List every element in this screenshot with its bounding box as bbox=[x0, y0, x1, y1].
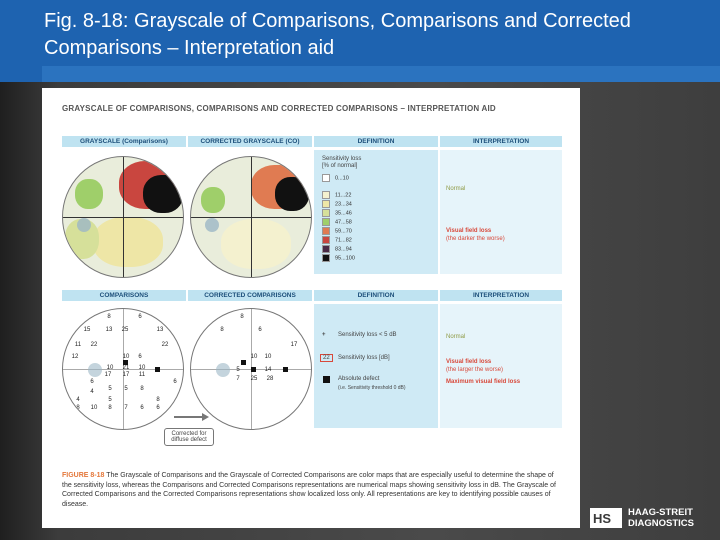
legend-row: 59...70 bbox=[322, 227, 352, 235]
interp-loss-note: (the darker the worse) bbox=[446, 236, 505, 242]
figure-heading: GRAYSCALE OF COMPARISONS, COMPARISONS AN… bbox=[62, 104, 496, 113]
legend-swatch bbox=[322, 200, 330, 208]
tab-comparisons: COMPARISONS bbox=[62, 290, 186, 301]
legend-swatch bbox=[322, 191, 330, 199]
interpretation-panel-bottom: Normal Visual field loss (the larger the… bbox=[440, 304, 562, 428]
tab-interpretation-bottom: INTERPRETATION bbox=[440, 290, 562, 301]
grayscale-comparisons-map bbox=[62, 156, 184, 278]
def-num-box: 22 bbox=[320, 354, 333, 362]
figure-caption: FIGURE 8-18 The Grayscale of Comparisons… bbox=[62, 471, 562, 509]
interp-normal: Normal bbox=[446, 186, 466, 192]
legend-row: 0...10 bbox=[322, 174, 349, 182]
tab-corrected-comparisons: CORRECTED COMPARISONS bbox=[188, 290, 312, 301]
interpretation-figure: GRAYSCALE OF COMPARISONS, COMPARISONS AN… bbox=[42, 88, 580, 528]
caption-label: FIGURE 8-18 bbox=[62, 472, 105, 479]
tab-definition-top: DEFINITION bbox=[314, 136, 438, 147]
def-num-label: Sensitivity loss [dB] bbox=[338, 355, 390, 361]
legend-row: 71...82 bbox=[322, 236, 352, 244]
sensitivity-unit: [% of normal] bbox=[322, 163, 358, 169]
legend-row: 23...34 bbox=[322, 200, 352, 208]
interp-normal-bottom: Normal bbox=[446, 334, 466, 340]
legend-swatch bbox=[322, 174, 330, 182]
logo-text: HAAG-STREIT DIAGNOSTICS bbox=[628, 507, 694, 529]
comparisons-map: 8 6 15 13 25 13 11 22 12 22 10 6 10 21 1… bbox=[62, 308, 184, 430]
legend-swatch bbox=[322, 227, 330, 235]
arrow-right-icon bbox=[202, 413, 209, 421]
slide-title: Fig. 8-18: Grayscale of Comparisons, Com… bbox=[44, 10, 631, 59]
sensitivity-title: Sensitivity loss bbox=[322, 156, 362, 162]
corrected-comparisons-map: 8 8 20 6 17 10 10 5 14 7 25 28 bbox=[190, 308, 312, 430]
legend-row: 95...100 bbox=[322, 254, 355, 262]
header-band bbox=[42, 66, 720, 82]
legend-swatch bbox=[322, 218, 330, 226]
tab-grayscale-comparisons: GRAYSCALE (Comparisons) bbox=[62, 136, 186, 147]
definition-panel-bottom: + Sensitivity loss < 5 dB 22 Sensitivity… bbox=[314, 304, 438, 428]
caption-text: The Grayscale of Comparisons and the Gra… bbox=[62, 472, 556, 508]
legend-swatch bbox=[322, 236, 330, 244]
legend-swatch bbox=[322, 245, 330, 253]
legend-swatch bbox=[322, 254, 330, 262]
interp-loss: Visual field loss bbox=[446, 228, 492, 234]
legend-row: 11...22 bbox=[322, 191, 351, 199]
corrected-grayscale-map bbox=[190, 156, 312, 278]
tab-interpretation-top: INTERPRETATION bbox=[440, 136, 562, 147]
def-plus: Sensitivity loss < 5 dB bbox=[338, 332, 397, 338]
interp-loss-note-bottom: (the larger the worse) bbox=[446, 367, 504, 373]
legend-swatch bbox=[322, 209, 330, 217]
definition-panel-top: Sensitivity loss [% of normal] 0...10 11… bbox=[314, 150, 438, 274]
legend-row: 47...58 bbox=[322, 218, 352, 226]
interp-max: Maximum visual field loss bbox=[446, 379, 521, 385]
interpretation-panel-top: Normal Visual field loss (the darker the… bbox=[440, 150, 562, 274]
legend-row: 83...94 bbox=[322, 245, 352, 253]
interp-loss-bottom: Visual field loss bbox=[446, 359, 492, 365]
tab-corrected-grayscale: CORRECTED GRAYSCALE (CO) bbox=[188, 136, 312, 147]
arrow-line bbox=[174, 416, 204, 418]
tab-definition-bottom: DEFINITION bbox=[314, 290, 438, 301]
def-abs-note: (i.e. Sensitivity threshold 0 dB) bbox=[338, 385, 406, 391]
arrow-note: Corrected for diffuse defect bbox=[164, 428, 214, 446]
legend-row: 35...46 bbox=[322, 209, 352, 217]
def-abs: Absolute defect bbox=[338, 376, 380, 382]
hs-logo-icon: HS bbox=[590, 508, 622, 528]
